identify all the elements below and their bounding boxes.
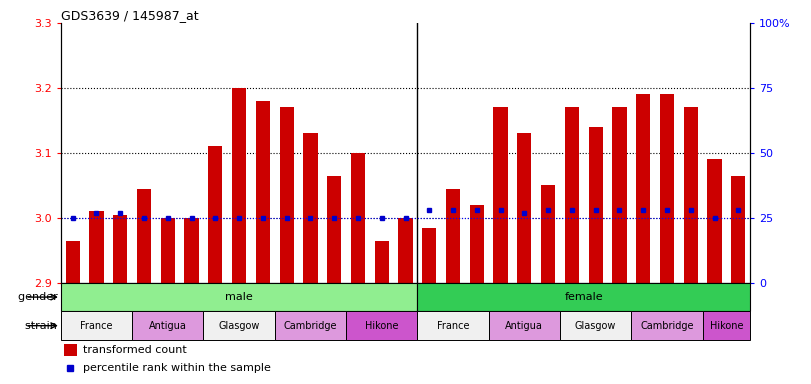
Text: Glasgow: Glasgow [575, 321, 616, 331]
Bar [327, 175, 341, 283]
Bar [517, 133, 531, 283]
Bar [702, 311, 750, 340]
Bar [113, 215, 127, 283]
Bar [636, 94, 650, 283]
Bar [61, 283, 418, 311]
Bar [161, 218, 175, 283]
Bar [470, 205, 484, 283]
Bar [660, 94, 674, 283]
Text: Hikone: Hikone [365, 321, 398, 331]
Bar [255, 101, 270, 283]
Bar [137, 189, 151, 283]
Text: percentile rank within the sample: percentile rank within the sample [83, 363, 271, 373]
Bar [707, 159, 722, 283]
Text: male: male [225, 292, 253, 302]
Bar [631, 311, 702, 340]
Text: Antigua: Antigua [505, 321, 543, 331]
Text: Antigua: Antigua [149, 321, 187, 331]
Bar [589, 127, 603, 283]
Bar [732, 175, 745, 283]
Text: Hikone: Hikone [710, 321, 743, 331]
Bar [398, 218, 413, 283]
Bar [351, 153, 365, 283]
Bar [89, 211, 104, 283]
Bar [423, 228, 436, 283]
Text: Cambridge: Cambridge [640, 321, 693, 331]
Bar [204, 311, 275, 340]
Text: transformed count: transformed count [83, 345, 187, 355]
Text: GDS3639 / 145987_at: GDS3639 / 145987_at [61, 9, 199, 22]
Bar [66, 241, 79, 283]
Bar [560, 311, 631, 340]
Bar [446, 189, 460, 283]
Bar [232, 88, 247, 283]
Bar [541, 185, 556, 283]
Bar [208, 146, 222, 283]
Bar [375, 241, 388, 283]
Text: strain: strain [25, 321, 61, 331]
Bar [280, 108, 294, 283]
Bar [64, 344, 77, 356]
Bar [61, 311, 132, 340]
Bar [684, 108, 698, 283]
Bar [564, 108, 579, 283]
Text: gender: gender [18, 292, 61, 302]
Bar [346, 311, 418, 340]
Text: female: female [564, 292, 603, 302]
Bar [132, 311, 204, 340]
Bar [275, 311, 346, 340]
Bar [489, 311, 560, 340]
Bar [418, 283, 750, 311]
Bar [493, 108, 508, 283]
Text: Cambridge: Cambridge [284, 321, 337, 331]
Bar [303, 133, 318, 283]
Text: France: France [80, 321, 113, 331]
Text: France: France [437, 321, 470, 331]
Bar [612, 108, 627, 283]
Bar [418, 311, 489, 340]
Text: Glasgow: Glasgow [218, 321, 260, 331]
Bar [184, 218, 199, 283]
